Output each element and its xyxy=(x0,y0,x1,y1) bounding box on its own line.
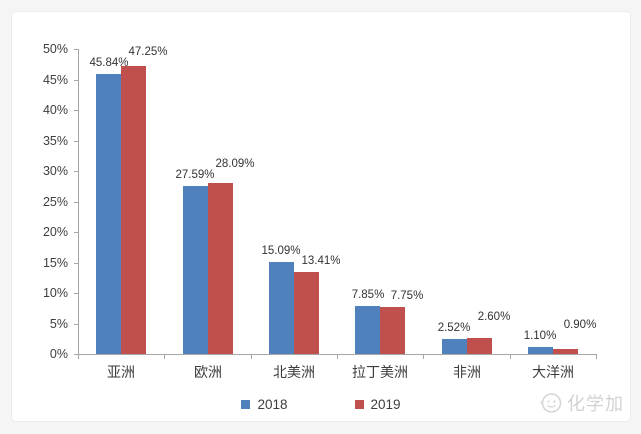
bar-value-label-2019: 2.60% xyxy=(477,311,511,323)
bar-2019 xyxy=(294,272,319,354)
bar-value-label-2018: 27.59% xyxy=(175,169,215,181)
y-tick-label: 35% xyxy=(42,134,68,148)
watermark-logo-icon xyxy=(540,393,562,413)
y-tick-label: 20% xyxy=(42,225,68,239)
y-tick xyxy=(74,202,78,203)
bar-value-label-2019: 28.09% xyxy=(215,158,255,170)
y-axis-line xyxy=(78,49,79,355)
category-label: 北美洲 xyxy=(273,364,315,380)
bar-2019 xyxy=(121,66,146,354)
y-tick-label: 40% xyxy=(42,103,68,117)
y-tick-label: 45% xyxy=(42,73,68,87)
bar-value-label-2018: 2.52% xyxy=(437,322,471,334)
y-tick-label: 30% xyxy=(42,164,68,178)
bar-chart: 0% 5% 10% 15% 20% 25% 30% 35% 40% 45% 50% 45.84% 47.… xyxy=(12,12,630,421)
legend-item: 2019 xyxy=(354,396,401,412)
bar-2019 xyxy=(380,307,405,354)
y-tick xyxy=(74,171,78,172)
y-tick-label: 5% xyxy=(49,317,68,331)
category-label: 欧洲 xyxy=(194,364,222,380)
category-label: 大洋洲 xyxy=(532,364,574,380)
bar-2019 xyxy=(467,338,492,354)
legend-item: 2018 xyxy=(241,396,288,412)
y-tick xyxy=(74,80,78,81)
y-tick xyxy=(74,293,78,294)
watermark: 化学加 xyxy=(540,390,624,416)
y-tick xyxy=(74,232,78,233)
chart-legend: 2018 2019 xyxy=(12,396,630,412)
y-tick xyxy=(74,324,78,325)
x-axis-line xyxy=(78,354,597,355)
x-tick xyxy=(251,355,252,359)
watermark-text: 化学加 xyxy=(567,394,624,414)
bar-2018 xyxy=(183,186,208,354)
bar-value-label-2018: 15.09% xyxy=(261,245,301,257)
x-tick xyxy=(164,355,165,359)
y-tick xyxy=(74,263,78,264)
x-tick xyxy=(510,355,511,359)
x-tick xyxy=(78,355,79,359)
bar-value-label-2018: 45.84% xyxy=(89,57,129,69)
y-tick xyxy=(74,354,78,355)
legend-swatch-icon xyxy=(354,399,364,409)
y-tick xyxy=(74,49,78,50)
y-tick xyxy=(74,141,78,142)
x-tick xyxy=(423,355,424,359)
bar-value-label-2019: 13.41% xyxy=(301,255,341,267)
y-tick-label: 50% xyxy=(42,42,68,56)
y-tick-label: 15% xyxy=(42,256,68,270)
bar-2018 xyxy=(96,74,121,354)
bar-value-label-2018: 7.85% xyxy=(351,289,385,301)
bar-2019 xyxy=(208,183,233,354)
x-tick xyxy=(596,355,597,359)
bar-value-label-2019: 7.75% xyxy=(390,290,424,302)
bar-2018 xyxy=(269,262,294,354)
chart-card: 0% 5% 10% 15% 20% 25% 30% 35% 40% 45% 50% 45.84% 47.… xyxy=(11,11,631,422)
bar-2018 xyxy=(355,306,380,354)
bar-2018 xyxy=(442,339,467,354)
y-tick-label: 10% xyxy=(42,286,68,300)
bar-2018 xyxy=(528,347,553,354)
bar-2019 xyxy=(553,349,578,354)
category-label: 拉丁美洲 xyxy=(352,364,408,380)
bar-value-label-2019: 47.25% xyxy=(128,46,168,58)
legend-label: 2019 xyxy=(370,396,401,412)
bar-value-label-2019: 0.90% xyxy=(563,319,597,331)
category-label: 非洲 xyxy=(453,364,481,380)
bar-value-label-2018: 1.10% xyxy=(523,330,557,342)
y-tick-label: 25% xyxy=(42,195,68,209)
y-tick xyxy=(74,110,78,111)
legend-label: 2018 xyxy=(257,396,288,412)
y-tick-label: 0% xyxy=(49,347,68,361)
category-label: 亚洲 xyxy=(107,364,135,380)
legend-swatch-icon xyxy=(241,399,251,409)
x-tick xyxy=(337,355,338,359)
